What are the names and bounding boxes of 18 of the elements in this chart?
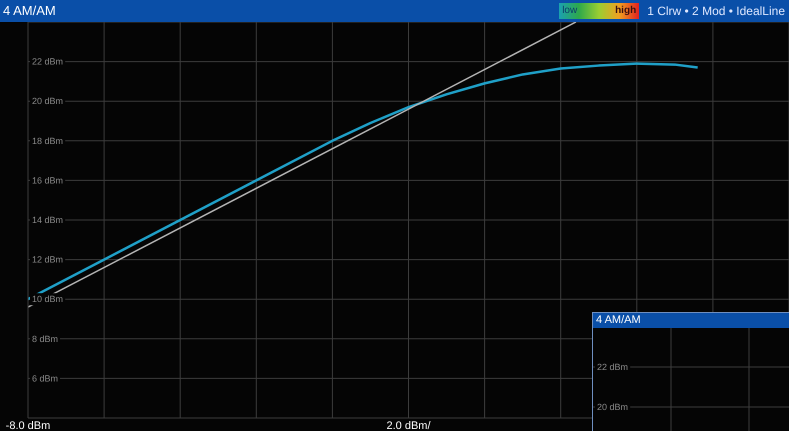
text: 4 AM/AM bbox=[593, 313, 789, 328]
y-tick-label: 6 dBm bbox=[32, 373, 58, 384]
y-tick-label: 14 dBm bbox=[32, 215, 64, 225]
annotation: 22 dBm bbox=[597, 362, 628, 372]
y-tick-label: 12 dBm bbox=[32, 254, 64, 265]
y-tick-label: 10 dBm bbox=[32, 294, 64, 304]
y-tick-label: 20 dBm bbox=[32, 96, 64, 106]
annotation: 20 dBm bbox=[597, 402, 628, 412]
text: 1 Clrw • 2 Mod • IdealLine bbox=[647, 3, 785, 20]
y-tick-label: 16 dBm bbox=[32, 175, 64, 186]
text: low bbox=[562, 4, 578, 18]
y-tick-label: 18 dBm bbox=[32, 136, 64, 146]
text: high bbox=[615, 4, 636, 18]
chart-title: 4 AM/AM bbox=[3, 3, 56, 18]
x-tick-label: -8.0 dBm bbox=[6, 420, 50, 431]
x-tick-label: 2.0 dBm/ bbox=[386, 420, 432, 431]
y-tick-label: 8 dBm bbox=[32, 334, 58, 344]
y-tick-label: 22 dBm bbox=[32, 56, 64, 67]
